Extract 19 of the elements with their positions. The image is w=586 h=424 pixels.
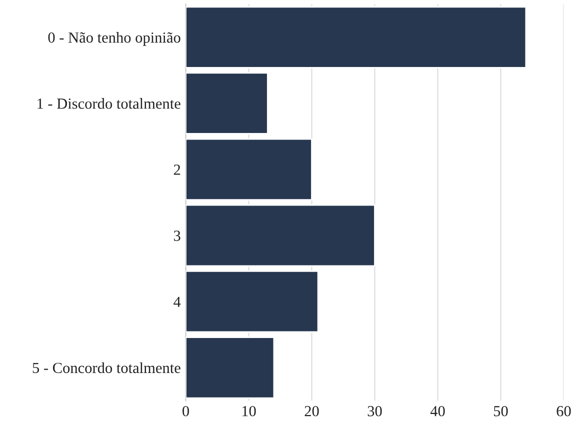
- bar: [186, 336, 275, 399]
- bar: [186, 138, 312, 201]
- bar: [186, 72, 268, 134]
- y-tick-label: 1 - Discordo totalmente: [38, 98, 180, 109]
- x-tick-label: 50: [494, 406, 508, 416]
- y-tick-label: 0 - Não tenho opinião: [48, 32, 180, 46]
- y-tick-label: 3: [174, 230, 180, 241]
- bar: [186, 204, 376, 267]
- y-tick-label: 4: [174, 296, 181, 307]
- x-tick-label: 30: [368, 406, 382, 416]
- bar: [186, 270, 319, 333]
- x-tick-label: 60: [556, 406, 571, 416]
- x-tick-label: 0: [182, 406, 189, 416]
- y-tick-label: 2: [174, 164, 180, 175]
- x-tick-label: 10: [242, 406, 256, 416]
- x-tick-label: 40: [430, 406, 445, 416]
- y-tick-label: 5 - Concordo totalmente: [32, 362, 180, 374]
- x-tick-label: 20: [304, 406, 319, 416]
- bar: [186, 6, 527, 68]
